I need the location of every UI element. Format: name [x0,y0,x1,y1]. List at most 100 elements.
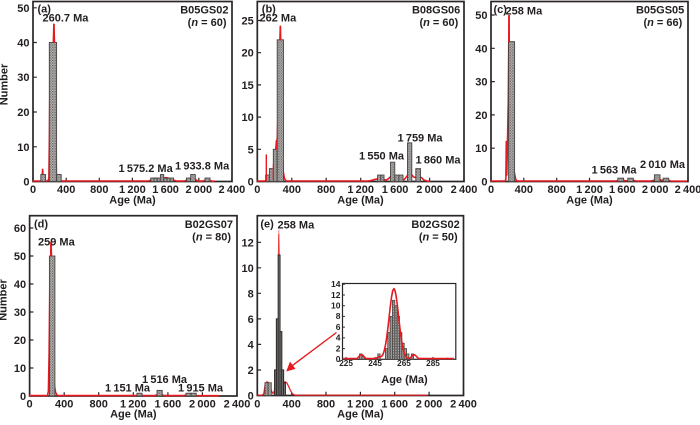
svg-text:20: 20 [14,335,26,347]
svg-text:30: 30 [475,77,487,89]
svg-text:30: 30 [17,72,29,84]
svg-text:(n = 60): (n = 60) [419,17,458,29]
svg-text:0: 0 [248,177,254,189]
svg-text:60: 60 [14,223,26,235]
svg-text:1 550 Ma: 1 550 Ma [359,151,405,163]
svg-text:6: 6 [336,322,341,332]
svg-text:(c): (c) [494,4,508,16]
svg-text:2 400: 2 400 [451,184,478,196]
svg-text:800: 800 [90,399,108,411]
svg-text:245: 245 [368,359,382,368]
svg-text:(n = 50): (n = 50) [419,232,458,244]
svg-text:1 600: 1 600 [382,184,409,196]
svg-text:1 563 Ma: 1 563 Ma [592,165,638,177]
svg-text:(e): (e) [260,219,274,231]
svg-text:225: 225 [339,359,353,368]
svg-text:10: 10 [17,142,29,154]
svg-text:1 151 Ma: 1 151 Ma [105,383,151,395]
svg-text:1 860 Ma: 1 860 Ma [416,155,462,167]
svg-text:40: 40 [17,38,29,50]
svg-text:20: 20 [475,110,487,122]
svg-text:0: 0 [20,391,26,403]
svg-text:400: 400 [283,184,301,196]
svg-text:2 000: 2 000 [642,184,669,196]
svg-text:40: 40 [14,279,26,291]
svg-text:800: 800 [90,184,108,196]
svg-text:2 000: 2 000 [185,184,212,196]
svg-text:10: 10 [242,112,254,124]
svg-text:50: 50 [475,10,487,22]
svg-text:400: 400 [55,399,73,411]
svg-text:Age (Ma): Age (Ma) [109,195,156,207]
svg-text:5: 5 [248,144,254,156]
svg-text:6: 6 [248,314,254,326]
svg-text:0: 0 [336,354,341,364]
svg-text:0: 0 [488,184,494,196]
svg-text:Number: Number [0,63,11,105]
svg-text:50: 50 [14,251,26,263]
svg-text:Age (Ma): Age (Ma) [381,374,428,386]
svg-text:1 600: 1 600 [155,399,182,411]
svg-text:258 Ma: 258 Ma [506,6,544,18]
svg-text:Age (Ma): Age (Ma) [337,195,384,207]
svg-text:1 200: 1 200 [119,184,146,196]
svg-text:14: 14 [331,279,341,289]
svg-text:10: 10 [475,143,487,155]
svg-text:800: 800 [317,184,335,196]
svg-text:2 400: 2 400 [675,184,700,196]
svg-text:2: 2 [248,365,254,377]
svg-text:10: 10 [242,263,254,275]
svg-text:Age (Ma): Age (Ma) [566,195,613,207]
svg-text:0: 0 [254,399,260,411]
svg-text:400: 400 [515,184,533,196]
svg-text:20: 20 [242,48,254,60]
svg-text:1 200: 1 200 [347,184,374,196]
svg-text:2 400: 2 400 [219,184,246,196]
svg-text:800: 800 [548,184,566,196]
svg-text:0: 0 [23,177,29,189]
svg-text:259 Ma: 259 Ma [38,237,76,249]
svg-text:8: 8 [248,288,254,300]
svg-text:1 600: 1 600 [609,184,636,196]
svg-text:(n = 66): (n = 66) [643,17,682,29]
svg-text:1 575.2 Ma: 1 575.2 Ma [119,163,174,175]
svg-text:B05GS05: B05GS05 [636,5,684,17]
svg-text:(b): (b) [262,4,276,16]
svg-text:15: 15 [242,80,254,92]
svg-text:2: 2 [336,343,341,353]
svg-text:2 000: 2 000 [416,184,443,196]
svg-text:0: 0 [254,184,260,196]
svg-text:20: 20 [17,107,29,119]
svg-text:0: 0 [481,177,487,189]
svg-text:Number: Number [0,279,10,321]
svg-text:30: 30 [14,307,26,319]
svg-text:12: 12 [331,290,341,300]
svg-text:4: 4 [336,333,341,343]
svg-text:Age (Ma): Age (Ma) [337,409,384,421]
svg-text:12: 12 [242,237,254,249]
svg-text:1 200: 1 200 [576,184,603,196]
svg-text:262 Ma: 262 Ma [260,13,298,25]
svg-text:1 200: 1 200 [347,399,374,411]
svg-text:1 200: 1 200 [120,399,147,411]
svg-text:B08GS06: B08GS06 [412,5,460,17]
svg-text:50: 50 [17,3,29,15]
svg-text:260.7 Ma: 260.7 Ma [43,13,90,25]
svg-text:B05GS02: B05GS02 [180,5,228,17]
svg-text:400: 400 [283,399,301,411]
svg-text:0: 0 [248,391,254,403]
svg-text:2 010 Ma: 2 010 Ma [640,159,686,171]
svg-text:265: 265 [397,359,411,368]
svg-text:1 600: 1 600 [152,184,179,196]
svg-text:10: 10 [14,363,26,375]
svg-text:2 000: 2 000 [416,399,443,411]
svg-text:Age (Ma): Age (Ma) [110,409,157,421]
svg-text:285: 285 [426,359,440,368]
svg-text:1 915 Ma: 1 915 Ma [178,383,224,395]
svg-text:B02GS02: B02GS02 [411,219,459,231]
svg-text:(a): (a) [38,4,52,16]
svg-text:40: 40 [475,43,487,55]
svg-text:0: 0 [27,399,33,411]
svg-text:10: 10 [331,301,341,311]
svg-text:4: 4 [248,339,255,351]
